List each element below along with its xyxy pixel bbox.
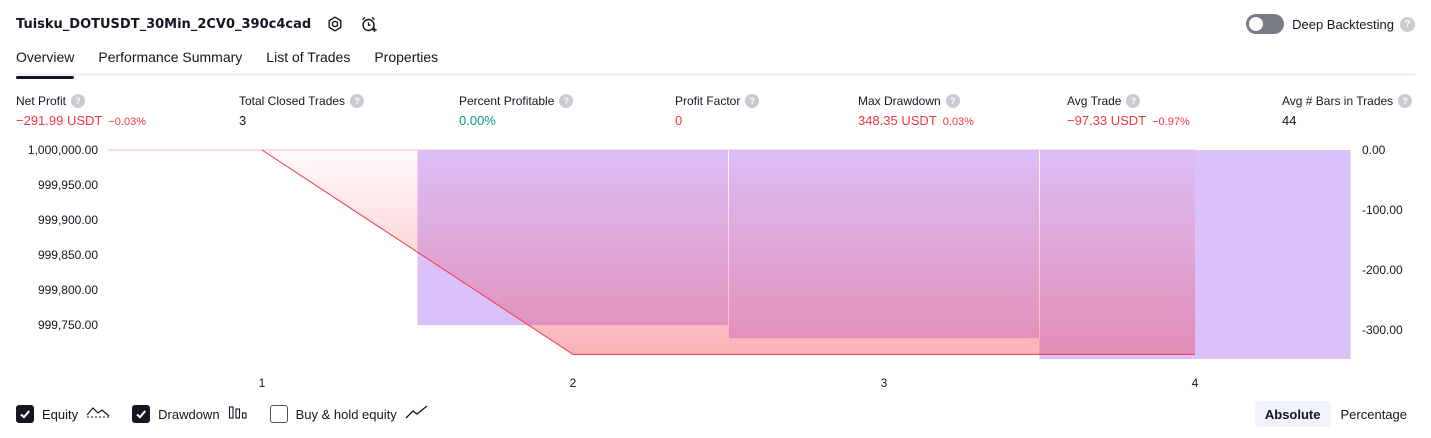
avg-trade-label: Avg Trade bbox=[1067, 94, 1122, 108]
drawdown-bar bbox=[1195, 150, 1351, 360]
metric-avg-bars: Avg # Bars in Trades? 44 bbox=[1282, 93, 1413, 128]
legend-equity[interactable]: Equity bbox=[16, 404, 110, 425]
max-drawdown-value: 348.35 USDT bbox=[858, 113, 937, 128]
help-icon[interactable]: ? bbox=[559, 94, 574, 108]
equity-line-icon bbox=[86, 404, 110, 425]
metric-percent-profitable: Percent Profitable? 0.00% bbox=[459, 93, 574, 128]
help-icon[interactable]: ? bbox=[350, 94, 365, 108]
profit-factor-value: 0 bbox=[675, 113, 683, 128]
legend-buy-hold-equity[interactable]: Buy & hold equity bbox=[269, 404, 429, 425]
tab-properties[interactable]: Properties bbox=[374, 49, 439, 65]
buy-hold-line-icon bbox=[405, 404, 429, 425]
metric-total-closed-trades: Total Closed Trades? 3 bbox=[239, 93, 365, 128]
left-axis-tick: 999,850.00 bbox=[38, 248, 98, 262]
total-closed-trades-value: 3 bbox=[239, 113, 247, 128]
avg-bars-value: 44 bbox=[1282, 113, 1297, 128]
metric-profit-factor: Profit Factor? 0 bbox=[675, 93, 760, 128]
drawdown-label: Drawdown bbox=[158, 406, 220, 422]
max-drawdown-label: Max Drawdown bbox=[858, 94, 941, 108]
x-axis-tick: 3 bbox=[881, 376, 888, 390]
equity-line bbox=[261, 149, 1195, 355]
percent-profitable-label: Percent Profitable bbox=[459, 94, 555, 108]
x-axis-tick: 4 bbox=[1192, 376, 1199, 390]
deep-backtesting-label: Deep Backtesting bbox=[1292, 16, 1394, 32]
profit-factor-label: Profit Factor bbox=[675, 94, 741, 108]
net-profit-value: −291.99 USDT bbox=[16, 113, 103, 128]
max-drawdown-percent: 0.03% bbox=[942, 116, 974, 128]
help-icon[interactable]: ? bbox=[1126, 94, 1141, 108]
deep-backtesting: Deep Backtesting ? bbox=[1246, 14, 1415, 34]
left-axis-tick: 1,000,000.00 bbox=[28, 143, 98, 157]
x-axis-tick: 2 bbox=[570, 376, 577, 390]
left-axis-tick: 999,900.00 bbox=[38, 213, 98, 227]
metric-net-profit: Net Profit? −291.99 USDT −0.03% bbox=[16, 93, 146, 128]
right-axis-tick: 0.00 bbox=[1362, 143, 1386, 157]
equity-series bbox=[108, 149, 1196, 355]
equity-label: Equity bbox=[42, 406, 79, 422]
help-icon[interactable]: ? bbox=[1400, 16, 1415, 32]
equity-area bbox=[262, 150, 1195, 355]
help-icon[interactable]: ? bbox=[1398, 94, 1413, 108]
tab-list-of-trades[interactable]: List of Trades bbox=[266, 49, 351, 65]
buy-hold-checkbox[interactable] bbox=[269, 405, 288, 423]
tab-overview[interactable]: Overview bbox=[16, 46, 75, 79]
drawdown-bars-icon bbox=[228, 404, 248, 425]
help-icon[interactable]: ? bbox=[745, 94, 760, 108]
right-axis-tick: -100.00 bbox=[1362, 203, 1403, 217]
equity-checkbox[interactable] bbox=[16, 405, 34, 423]
drawdown-checkbox[interactable] bbox=[132, 405, 151, 423]
avg-trade-percent: −0.97% bbox=[1152, 116, 1190, 128]
equity-drawdown-chart[interactable]: 1,000,000.00 999,950.00 999,900.00 999,850.… bbox=[0, 140, 1431, 398]
strategy-header: Tuisku_DOTUSDT_30Min_2CV0_390c4cad bbox=[16, 12, 379, 36]
right-axis-tick: -200.00 bbox=[1362, 263, 1403, 277]
tab-performance-summary[interactable]: Performance Summary bbox=[98, 49, 243, 65]
avg-bars-label: Avg # Bars in Trades bbox=[1282, 94, 1394, 108]
avg-trade-value: −97.33 USDT bbox=[1067, 113, 1147, 128]
total-closed-trades-label: Total Closed Trades bbox=[239, 94, 346, 108]
right-axis-tick: -300.00 bbox=[1362, 323, 1403, 337]
legend-drawdown[interactable]: Drawdown bbox=[132, 404, 247, 425]
left-axis-tick: 999,800.00 bbox=[38, 283, 98, 297]
scale-toggle: Absolute Percentage bbox=[1254, 401, 1417, 427]
help-icon[interactable]: ? bbox=[71, 94, 86, 108]
deep-backtesting-toggle[interactable] bbox=[1246, 14, 1285, 34]
chart-axes: 1,000,000.00 999,950.00 999,900.00 999,850.… bbox=[28, 143, 1403, 390]
settings-icon[interactable] bbox=[325, 14, 345, 34]
x-axis-tick: 1 bbox=[259, 376, 266, 390]
percentage-button[interactable]: Percentage bbox=[1340, 406, 1408, 422]
absolute-button[interactable]: Absolute bbox=[1254, 401, 1331, 427]
percent-profitable-value: 0.00% bbox=[459, 113, 496, 128]
left-axis-tick: 999,750.00 bbox=[38, 318, 98, 332]
left-axis-tick: 999,950.00 bbox=[38, 178, 98, 192]
net-profit-label: Net Profit bbox=[16, 94, 67, 108]
help-icon[interactable]: ? bbox=[945, 94, 960, 108]
report-tabs: Overview Performance Summary List of Tra… bbox=[16, 46, 1415, 79]
add-alert-icon[interactable] bbox=[359, 14, 379, 34]
metric-max-drawdown: Max Drawdown? 348.35 USDT 0.03% bbox=[858, 93, 974, 128]
chart-legend: Equity Drawdown Buy & hold equity bbox=[16, 403, 451, 425]
strategy-name: Tuisku_DOTUSDT_30Min_2CV0_390c4cad bbox=[16, 16, 312, 32]
toggle-knob bbox=[1249, 17, 1264, 31]
buy-hold-label: Buy & hold equity bbox=[295, 406, 397, 422]
net-profit-percent: −0.03% bbox=[108, 116, 146, 128]
metric-avg-trade: Avg Trade? −97.33 USDT −0.97% bbox=[1067, 93, 1190, 128]
